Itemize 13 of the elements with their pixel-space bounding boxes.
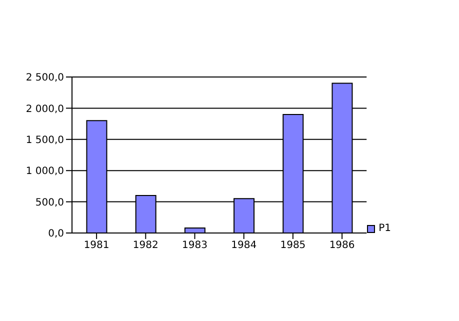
x-tick-label: 1981 (84, 240, 110, 252)
x-tick-label: 1983 (182, 240, 208, 252)
y-tick-label: 1 500,0 (26, 134, 64, 146)
x-tick-label: 1985 (280, 240, 306, 252)
y-tick-label: 500,0 (35, 197, 64, 208)
legend-label: P1 (378, 223, 391, 234)
y-tick-label: 1 000,0 (26, 166, 64, 178)
y-tick-label: 2 000,0 (26, 104, 64, 115)
x-tick-label: 1984 (231, 240, 257, 252)
y-tick-label: 0,0 (48, 228, 64, 240)
x-tick-label: 1986 (329, 240, 355, 252)
x-tick-label: 1982 (132, 240, 158, 252)
y-tick-label: 2 500,0 (26, 72, 64, 84)
